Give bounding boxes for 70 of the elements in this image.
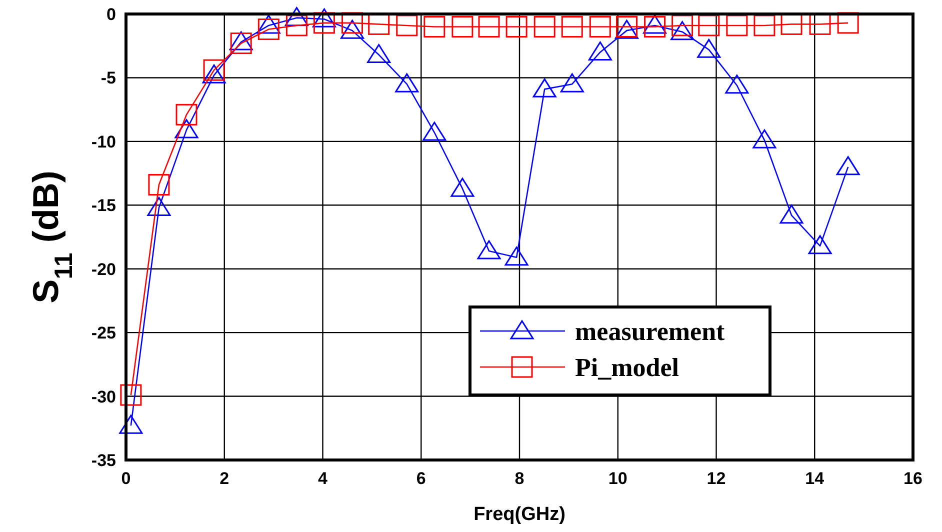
point xyxy=(697,38,721,58)
x-tick-label: 4 xyxy=(318,469,328,488)
x-tick-label: 10 xyxy=(608,469,628,488)
point xyxy=(726,14,748,36)
point xyxy=(478,16,500,38)
point xyxy=(340,20,364,39)
point xyxy=(614,20,638,39)
point xyxy=(532,78,556,98)
point xyxy=(561,16,583,38)
point xyxy=(754,14,776,36)
point xyxy=(477,240,501,260)
y-tick-label: 0 xyxy=(106,5,116,24)
point xyxy=(808,235,832,254)
x-axis-title: Freq(GHz) xyxy=(474,504,566,525)
point xyxy=(588,41,612,60)
y-tick-label: -5 xyxy=(100,68,116,88)
point xyxy=(752,129,776,148)
point xyxy=(780,204,804,224)
point xyxy=(698,14,720,36)
point xyxy=(506,16,528,38)
point xyxy=(312,8,336,28)
point xyxy=(725,74,749,94)
x-tick-label: 8 xyxy=(514,469,524,488)
y-tick-label: -10 xyxy=(91,132,116,152)
point xyxy=(589,16,611,38)
point xyxy=(422,122,446,141)
point xyxy=(230,32,252,54)
y-tick-label: -15 xyxy=(91,196,116,216)
y-tick-label: -20 xyxy=(91,260,116,279)
x-tick-label: 12 xyxy=(706,469,726,488)
point xyxy=(229,31,253,50)
point xyxy=(836,156,860,176)
point xyxy=(119,414,143,434)
legend-label: Pi_model xyxy=(575,353,679,382)
legend-label: measurement xyxy=(575,317,726,346)
y-tick-label: -25 xyxy=(91,324,116,343)
point xyxy=(395,73,419,92)
x-tick-label: 0 xyxy=(121,469,131,488)
point xyxy=(644,16,666,38)
point xyxy=(367,44,391,64)
x-tick-label: 6 xyxy=(416,469,426,488)
x-tick-label: 16 xyxy=(904,469,922,488)
point xyxy=(452,16,474,38)
point xyxy=(534,16,556,38)
point xyxy=(424,16,446,38)
point xyxy=(147,196,171,216)
y-tick-label: -35 xyxy=(91,451,116,470)
point xyxy=(284,7,308,26)
x-tick-label: 14 xyxy=(805,469,825,488)
point xyxy=(148,174,170,196)
point xyxy=(450,178,474,197)
x-tick-label: 2 xyxy=(220,469,230,488)
point xyxy=(837,12,859,34)
point xyxy=(504,246,528,266)
point xyxy=(616,16,638,38)
point xyxy=(256,14,280,34)
point xyxy=(670,21,694,40)
point xyxy=(672,14,694,36)
point xyxy=(174,119,198,138)
point xyxy=(643,14,667,34)
point xyxy=(203,59,225,81)
point xyxy=(560,73,584,92)
point xyxy=(313,12,335,34)
y-tick-label: -30 xyxy=(91,387,116,406)
point xyxy=(176,104,198,126)
point xyxy=(258,18,280,40)
point xyxy=(202,64,226,84)
point xyxy=(286,14,308,36)
point xyxy=(342,12,364,34)
point xyxy=(396,14,418,36)
